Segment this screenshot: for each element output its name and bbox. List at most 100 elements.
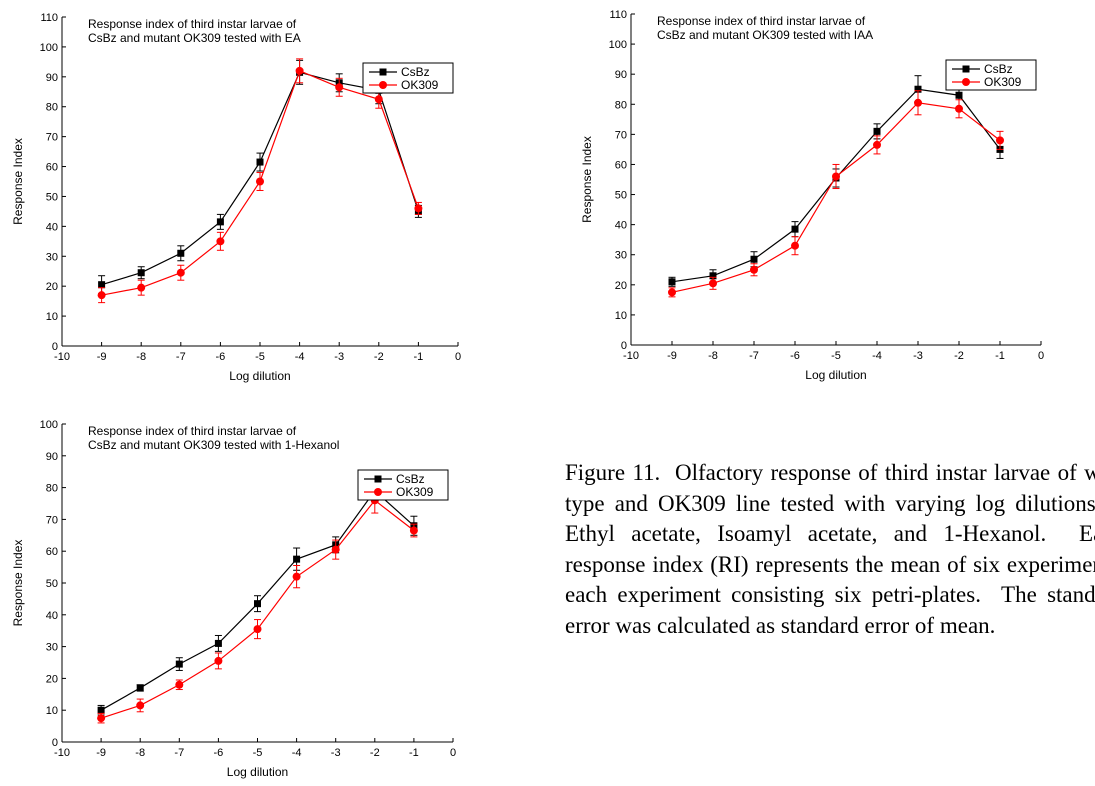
- x-tick-label: -10: [623, 350, 639, 362]
- y-tick-label: 110: [609, 9, 627, 21]
- data-point-ok309: [176, 268, 185, 277]
- data-point-csbz: [955, 91, 963, 99]
- y-tick-label: 10: [615, 310, 627, 322]
- chart-title-line: CsBz and mutant OK309 tested with EA: [88, 31, 301, 45]
- y-tick-label: 50: [46, 578, 58, 590]
- y-tick-label: 60: [46, 162, 58, 174]
- y-axis-label: Response Index: [11, 540, 25, 627]
- legend-box: [945, 59, 1037, 91]
- legend-label: CsBz: [396, 472, 425, 486]
- y-tick-label: 70: [46, 132, 58, 144]
- chart-title-line: CsBz and mutant OK309 tested with IAA: [657, 28, 873, 42]
- data-point-ok309: [175, 680, 184, 689]
- legend-label: OK309: [401, 78, 439, 92]
- y-tick-label: 110: [40, 12, 58, 24]
- y-tick-label: 80: [46, 483, 58, 495]
- y-tick-label: 100: [609, 39, 627, 51]
- chart-title-line: Response index of third instar larvae of: [657, 14, 866, 28]
- x-tick-label: 0: [455, 351, 461, 363]
- y-tick-label: 40: [46, 610, 58, 622]
- x-tick-label: -8: [708, 350, 718, 362]
- x-tick-label: -9: [97, 351, 107, 363]
- data-point-csbz: [97, 706, 105, 714]
- y-tick-label: 50: [615, 190, 627, 202]
- x-tick-label: -6: [216, 351, 226, 363]
- data-point-ok309: [136, 701, 145, 710]
- legend-label: CsBz: [984, 62, 1013, 76]
- data-point-csbz: [177, 249, 185, 257]
- data-point-ok309: [137, 283, 146, 292]
- x-axis-label: Log dilution: [227, 765, 288, 779]
- x-axis-label: Log dilution: [805, 368, 866, 382]
- y-tick-label: 100: [40, 419, 58, 431]
- y-tick-label: 30: [46, 251, 58, 263]
- chart-title-line: Response index of third instar larvae of: [88, 424, 297, 438]
- data-point-csbz: [750, 255, 758, 263]
- data-point-ok309: [414, 204, 423, 213]
- data-point-ok309: [253, 625, 262, 634]
- data-point-csbz: [216, 218, 224, 226]
- x-tick-label: -9: [667, 350, 677, 362]
- data-point-ok309: [335, 83, 344, 92]
- x-tick-label: -3: [334, 351, 344, 363]
- x-tick-label: -10: [54, 351, 70, 363]
- series-line-ok309: [671, 102, 1001, 293]
- data-point-csbz: [137, 269, 145, 277]
- x-tick-label: -5: [255, 351, 265, 363]
- data-point-csbz: [293, 555, 301, 563]
- legend-marker-ok309: [379, 81, 387, 89]
- data-point-ok309: [709, 279, 717, 288]
- y-tick-label: 70: [46, 514, 58, 526]
- chart-title-line: CsBz and mutant OK309 tested with 1-Hexa…: [88, 438, 339, 452]
- x-tick-label: -4: [872, 350, 882, 362]
- data-point-ok309: [97, 291, 106, 300]
- x-tick-label: -8: [136, 351, 146, 363]
- x-tick-label: -10: [54, 747, 70, 759]
- x-tick-label: -6: [790, 350, 800, 362]
- x-tick-label: -2: [954, 350, 964, 362]
- y-tick-label: 90: [46, 72, 58, 84]
- data-point-csbz: [175, 660, 183, 668]
- figure-caption: Figure 11. Olfactory response of third i…: [565, 460, 1095, 638]
- x-tick-label: -5: [253, 747, 263, 759]
- data-point-ok309: [873, 140, 881, 149]
- y-tick-label: 70: [615, 129, 627, 141]
- data-point-ok309: [331, 545, 340, 554]
- y-tick-label: 60: [46, 546, 58, 558]
- y-axis-label: Response Index: [580, 136, 594, 223]
- y-tick-label: 100: [40, 42, 58, 54]
- y-tick-label: 10: [46, 705, 58, 717]
- y-tick-label: 40: [46, 221, 58, 233]
- x-tick-label: -5: [831, 350, 841, 362]
- y-tick-label: 50: [46, 191, 58, 203]
- legend-label: OK309: [984, 75, 1022, 89]
- y-tick-label: 90: [615, 69, 627, 81]
- y-tick-label: 0: [52, 341, 58, 353]
- x-tick-label: -9: [96, 747, 106, 759]
- y-tick-label: 20: [46, 673, 58, 685]
- data-point-ok309: [256, 177, 264, 186]
- data-point-csbz: [791, 225, 799, 233]
- x-tick-label: -4: [292, 747, 302, 759]
- y-tick-label: 40: [615, 220, 627, 232]
- legend-marker-csbz: [374, 475, 382, 483]
- data-point-csbz: [214, 639, 222, 647]
- x-tick-label: -7: [176, 351, 186, 363]
- y-tick-label: 30: [615, 250, 627, 262]
- data-point-ok309: [914, 98, 922, 107]
- x-tick-label: -8: [135, 747, 145, 759]
- y-tick-label: 10: [46, 311, 58, 323]
- data-point-csbz: [709, 272, 717, 280]
- data-point-ok309: [214, 656, 223, 665]
- data-point-ok309: [955, 104, 963, 113]
- x-tick-label: 0: [450, 747, 456, 759]
- data-point-csbz: [136, 684, 144, 692]
- x-tick-label: -3: [913, 350, 923, 362]
- data-point-ok309: [791, 241, 799, 250]
